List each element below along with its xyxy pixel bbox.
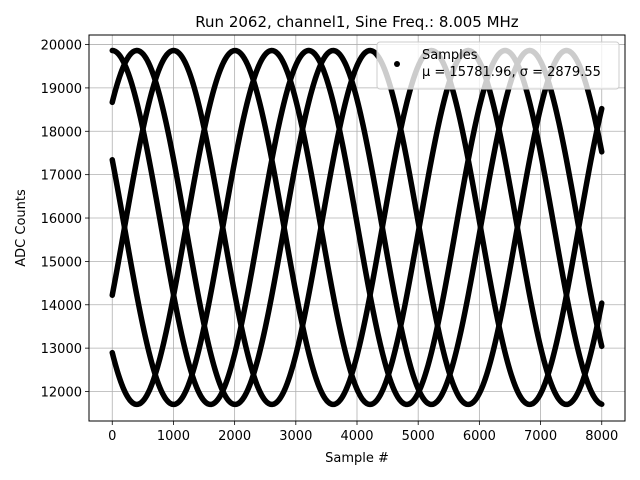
x-tick-label: 8000 [585,429,618,444]
y-tick-label: 13000 [41,342,82,357]
legend-box [376,41,620,90]
x-tick-label: 7000 [524,429,557,444]
x-tick-label: 4000 [340,429,373,444]
y-tick-label: 15000 [41,255,82,270]
sample-trace [109,47,605,408]
y-tick-label: 16000 [41,212,82,227]
y-tick-label: 18000 [41,125,82,140]
x-tick-label: 6000 [463,429,496,444]
legend-label: Samples [422,48,478,63]
x-tick-label: 0 [108,429,116,444]
y-axis-label: ADC Counts [14,189,29,267]
x-axis-label: Sample # [325,451,389,466]
y-axis-ticks: 12000 13000 14000 15000 16000 17000 18000 19000… [41,39,89,401]
x-tick-label: 1000 [157,429,190,444]
x-axis-ticks: 0 1000 2000 3000 4000 5000 6000 7000 8000 [108,421,618,444]
sample-trace [109,47,605,408]
x-tick-label: 2000 [218,429,251,444]
x-tick-label: 3000 [279,429,312,444]
y-tick-label: 17000 [41,169,82,184]
y-tick-label: 14000 [41,299,82,314]
x-tick-label: 5000 [402,429,435,444]
legend-marker [394,61,400,67]
series-samples [109,47,605,408]
chart-title: Run 2062, channel1, Sine Freq.: 8.005 MH… [195,13,519,31]
y-tick-label: 12000 [41,386,82,401]
legend: Samples μ = 15781.96, σ = 2879.55 [376,41,620,90]
sample-trace [109,47,605,408]
y-tick-label: 20000 [41,39,82,54]
legend-stats: μ = 15781.96, σ = 2879.55 [422,65,601,80]
y-tick-label: 19000 [41,82,82,97]
